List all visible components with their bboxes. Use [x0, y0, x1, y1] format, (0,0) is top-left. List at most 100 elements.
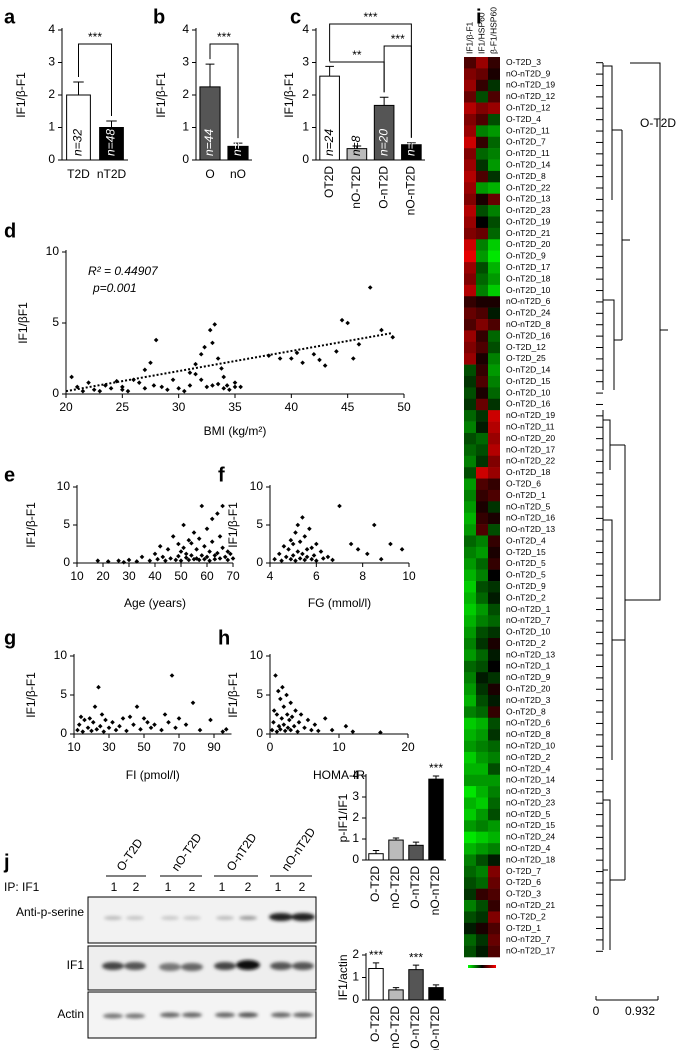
bar	[388, 839, 404, 861]
dendrogram-branch	[602, 410, 640, 950]
heatmap-cell	[488, 227, 500, 240]
heatmap-cell	[476, 68, 488, 81]
y-tick-label: 2	[302, 87, 309, 101]
scatter-point	[87, 716, 93, 721]
significance-label: ***	[429, 761, 443, 775]
scatter-point	[272, 556, 277, 562]
error-bar	[372, 850, 380, 854]
scatter-point	[136, 380, 142, 385]
heatmap-cell	[488, 751, 500, 764]
heatmap-cell	[488, 865, 500, 878]
y-axis-label: IF1/β-F1	[226, 502, 240, 548]
heatmap-cell	[476, 193, 488, 206]
scatter-point	[297, 539, 303, 545]
y-tick-label: 2	[352, 947, 359, 961]
scatter-point	[202, 543, 207, 549]
scatter-point	[85, 725, 91, 731]
scatter-point	[302, 557, 308, 563]
n-label: n=8	[349, 135, 363, 156]
scatter-point	[289, 356, 294, 361]
row-label: O-nT2D_20	[506, 239, 551, 249]
heatmap-cell	[464, 546, 476, 559]
scatter-point	[176, 541, 181, 547]
heatmap-cell	[488, 398, 500, 411]
x-tick-label: O	[205, 167, 214, 181]
scatter-point	[371, 522, 377, 528]
scatter-point	[183, 555, 189, 560]
x-tick-label: 30	[102, 740, 116, 754]
heatmap-cell	[476, 786, 488, 798]
scatter-point	[187, 370, 193, 375]
heatmap-cell	[488, 729, 500, 741]
scatter-point	[289, 714, 295, 720]
scatter-point	[215, 356, 221, 361]
row-label: O-nT2D_24	[506, 308, 551, 318]
scatter-point	[105, 559, 111, 564]
scatter-point	[210, 340, 215, 346]
y-tick-label: 3	[48, 55, 55, 69]
scatter-point	[141, 716, 147, 721]
scatter-point	[302, 725, 307, 731]
scatter-point	[163, 558, 168, 564]
heatmap-cell	[464, 717, 476, 730]
heatmap-cell	[476, 284, 488, 297]
row-label: nO-nT2D_19	[506, 410, 555, 420]
n-label: n=48	[104, 129, 118, 156]
heatmap-cell	[476, 455, 488, 468]
heatmap-cell	[464, 843, 476, 855]
heatmap-cell	[476, 102, 488, 115]
heatmap-cell	[476, 820, 488, 832]
heatmap-cell	[464, 774, 476, 787]
y-tick-label: 4	[182, 22, 189, 36]
x-tick-label: O-T2D	[368, 1006, 382, 1042]
x-tick-label: 8	[359, 569, 366, 583]
x-tick-label: 20	[96, 569, 110, 583]
heatmap-cell	[464, 865, 476, 878]
row-label: O-nT2D_23	[506, 205, 551, 215]
heatmap-cell	[464, 387, 476, 400]
scatter-point	[212, 322, 218, 327]
heatmap-cell	[476, 877, 488, 889]
western-blot: j IP: IF1 Anti-p-serine IF1 Actin	[3, 851, 317, 1039]
scatter-point	[92, 704, 98, 709]
scatter-point	[187, 383, 193, 388]
heatmap-cell	[464, 57, 476, 69]
lane-group-label: nO-nT2D	[279, 825, 319, 874]
scatter-point	[197, 727, 203, 733]
row-label: nO-nT2D_17	[506, 946, 555, 956]
scatter-point	[176, 553, 181, 559]
row-label: O-nT2D_14	[506, 365, 551, 375]
heatmap-cell	[476, 945, 488, 958]
scatter-point	[281, 704, 287, 709]
heatmap-cell	[488, 489, 500, 502]
scatter-point	[190, 700, 196, 706]
scatter-point	[183, 722, 189, 727]
scatter-point	[221, 386, 227, 391]
heatmap-cell	[488, 148, 500, 160]
heatmap-cell	[488, 740, 500, 753]
heatmap-cell	[464, 535, 476, 548]
row-label: nO-nT2D_8	[506, 319, 551, 329]
heatmap-cell	[476, 558, 488, 570]
scatter-point	[294, 350, 300, 356]
scatter-point	[204, 554, 210, 560]
scatter-point	[193, 371, 198, 377]
heatmap-cell	[476, 546, 488, 559]
scatter-point	[117, 723, 122, 729]
heatmap-cell	[476, 592, 488, 605]
heatmap-cell	[488, 307, 500, 320]
n-label: n=28	[404, 129, 418, 156]
scatter-point	[196, 536, 202, 541]
scatter-point	[388, 541, 393, 547]
row-label: nO-nT2D_4	[506, 843, 551, 853]
scatter-point	[278, 727, 283, 732]
error-bar	[73, 81, 84, 95]
scatter-point	[288, 537, 294, 543]
row-label: nO-nT2D_19	[506, 80, 555, 90]
error-bar	[106, 120, 117, 128]
heatmap-cell	[464, 307, 476, 320]
heatmap-cell	[464, 444, 476, 457]
scatter-point	[82, 717, 87, 723]
heatmap-cell	[476, 432, 488, 445]
row-label: nO-nT2D_10	[506, 740, 555, 750]
